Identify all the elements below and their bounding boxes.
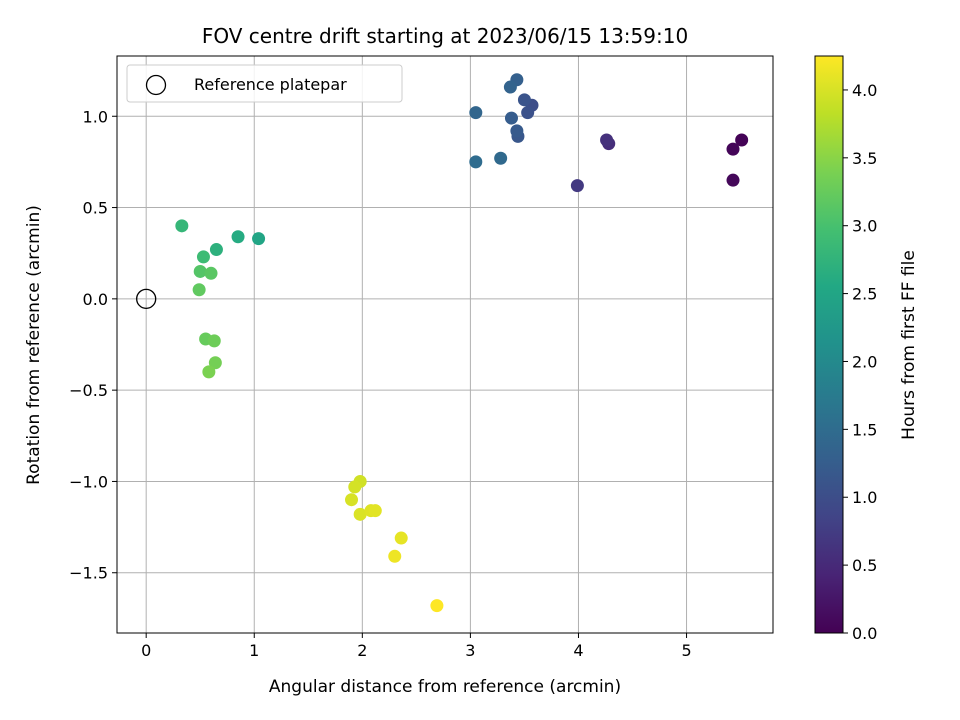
scatter-point: [208, 356, 222, 370]
scatter-point: [570, 179, 584, 193]
chart-title: FOV centre drift starting at 2023/06/15 …: [202, 24, 688, 48]
y-tick-label: 1.0: [83, 107, 108, 126]
scatter-point: [231, 230, 245, 244]
colorbar-tick-label: 3.0: [852, 217, 877, 236]
legend-marker-icon: [145, 74, 167, 96]
colorbar-tick-label: 0.0: [852, 624, 877, 643]
x-tick-label: 1: [249, 641, 259, 660]
scatter-point: [202, 365, 216, 379]
scatter-point: [348, 480, 362, 494]
scatter-point: [469, 106, 483, 120]
colorbar-label: Hours from first FF file: [899, 250, 919, 440]
colorbar-tick-label: 1.5: [852, 420, 877, 439]
scatter-point: [209, 243, 223, 257]
scatter-point: [196, 250, 210, 264]
y-tick-label: −1.5: [69, 564, 108, 583]
x-tick-label: 0: [141, 641, 151, 660]
y-tick-label: −1.0: [69, 472, 108, 491]
scatter-point: [388, 549, 402, 563]
legend: Reference platepar: [126, 64, 403, 103]
scatter-point: [175, 219, 189, 233]
y-axis-ticks: −1.5 −1.0 −0.5 0.0 0.5 1.0: [69, 107, 117, 583]
x-axis-ticks: 0 1 2 3 4 5: [141, 633, 692, 660]
scatter-point: [204, 266, 218, 280]
colorbar-tick-label: 3.5: [852, 149, 877, 168]
colorbar-tick-label: 2.5: [852, 285, 877, 304]
colorbar: [814, 55, 844, 634]
legend-box: [126, 64, 403, 103]
scatter-point: [469, 155, 483, 169]
scatter-point: [510, 124, 524, 138]
x-tick-label: 2: [357, 641, 367, 660]
x-tick-label: 5: [681, 641, 691, 660]
scatter-point: [193, 264, 207, 278]
scatter-point: [494, 151, 508, 165]
scatter-point: [368, 504, 382, 518]
grid-lines: [117, 56, 773, 633]
colorbar-tick-label: 4.0: [852, 81, 877, 100]
x-tick-label: 3: [465, 641, 475, 660]
plot-frame: [116, 55, 774, 634]
colorbar-tick-label: 1.0: [852, 488, 877, 507]
data-points: [175, 73, 749, 613]
scatter-point: [517, 93, 531, 107]
scatter-point: [430, 599, 444, 613]
scatter-point: [394, 531, 408, 545]
scatter-point: [504, 111, 518, 125]
colorbar-ticks: 0.0 0.5 1.0 1.5 2.0 2.5 3.0 3.5 4.0: [843, 81, 877, 643]
x-tick-label: 4: [573, 641, 583, 660]
reference-point-marker: [136, 288, 157, 310]
reference-marker: [136, 288, 157, 310]
y-tick-label: 0.5: [83, 199, 108, 218]
y-tick-label: 0.0: [83, 290, 108, 309]
scatter-point: [345, 493, 359, 507]
scatter-point: [600, 133, 614, 147]
scatter-point: [252, 232, 266, 246]
scatter-point: [521, 106, 535, 120]
scatter-point: [207, 334, 221, 348]
scatter-point: [726, 173, 740, 187]
scatter-point: [503, 80, 517, 94]
x-axis-label: Angular distance from reference (arcmin): [269, 677, 621, 697]
scatter-point: [192, 283, 206, 297]
colorbar-tick-label: 2.0: [852, 352, 877, 371]
scatter-point: [726, 142, 740, 156]
scatter-point: [735, 133, 749, 147]
scatter-point: [353, 507, 367, 521]
legend-entry-label: Reference platepar: [194, 75, 347, 94]
y-axis-label: Rotation from reference (arcmin): [24, 205, 44, 485]
y-tick-label: −0.5: [69, 381, 108, 400]
colorbar-tick-label: 0.5: [852, 556, 877, 575]
